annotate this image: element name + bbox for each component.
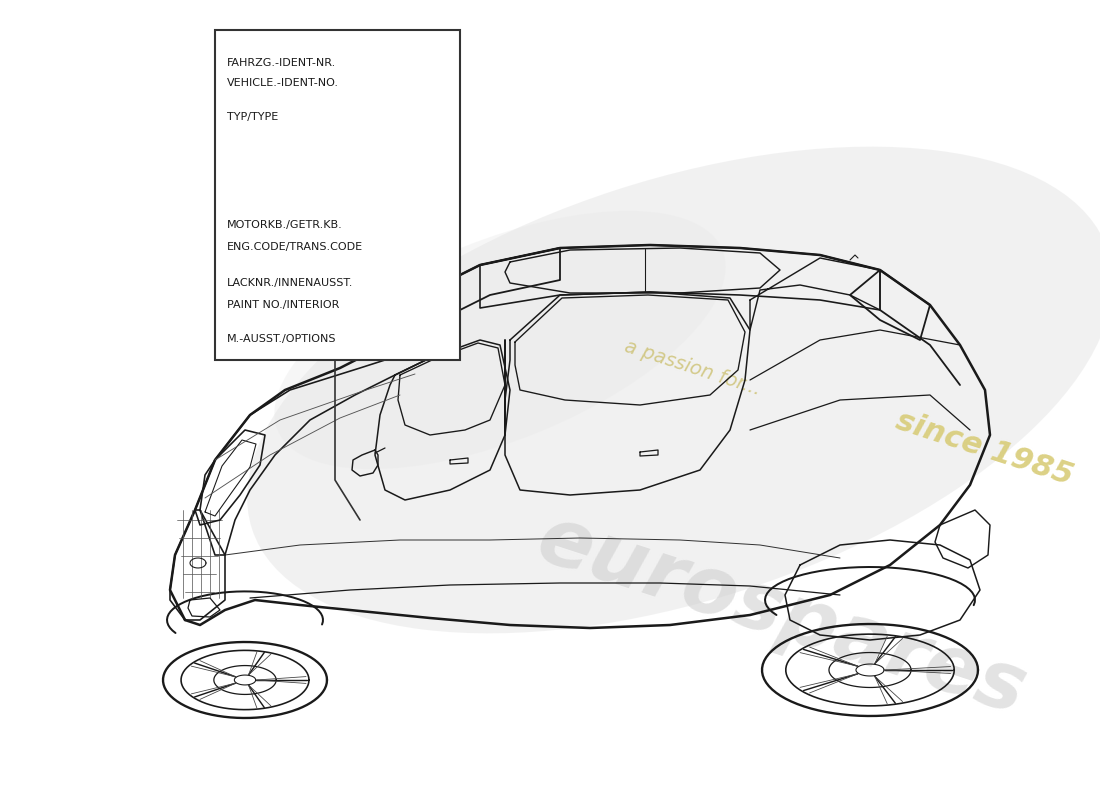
- Bar: [214, 30, 460, 360]
- Ellipse shape: [248, 146, 1100, 634]
- Text: PAINT NO./INTERIOR: PAINT NO./INTERIOR: [227, 300, 340, 310]
- Text: since 1985: since 1985: [892, 406, 1077, 490]
- Text: VEHICLE.-IDENT-NO.: VEHICLE.-IDENT-NO.: [227, 78, 339, 88]
- Ellipse shape: [274, 211, 726, 469]
- Text: M.-AUSST./OPTIONS: M.-AUSST./OPTIONS: [227, 334, 337, 344]
- Text: MOTORKB./GETR.KB.: MOTORKB./GETR.KB.: [227, 220, 343, 230]
- Text: LACKNR./INNENAUSST.: LACKNR./INNENAUSST.: [227, 278, 353, 288]
- Text: a passion for...: a passion for...: [623, 337, 763, 399]
- Text: eurospares: eurospares: [527, 500, 1035, 732]
- Text: FAHRZG.-IDENT-NR.: FAHRZG.-IDENT-NR.: [227, 58, 337, 68]
- Text: ENG.CODE/TRANS.CODE: ENG.CODE/TRANS.CODE: [227, 242, 363, 252]
- Text: TYP/TYPE: TYP/TYPE: [227, 112, 278, 122]
